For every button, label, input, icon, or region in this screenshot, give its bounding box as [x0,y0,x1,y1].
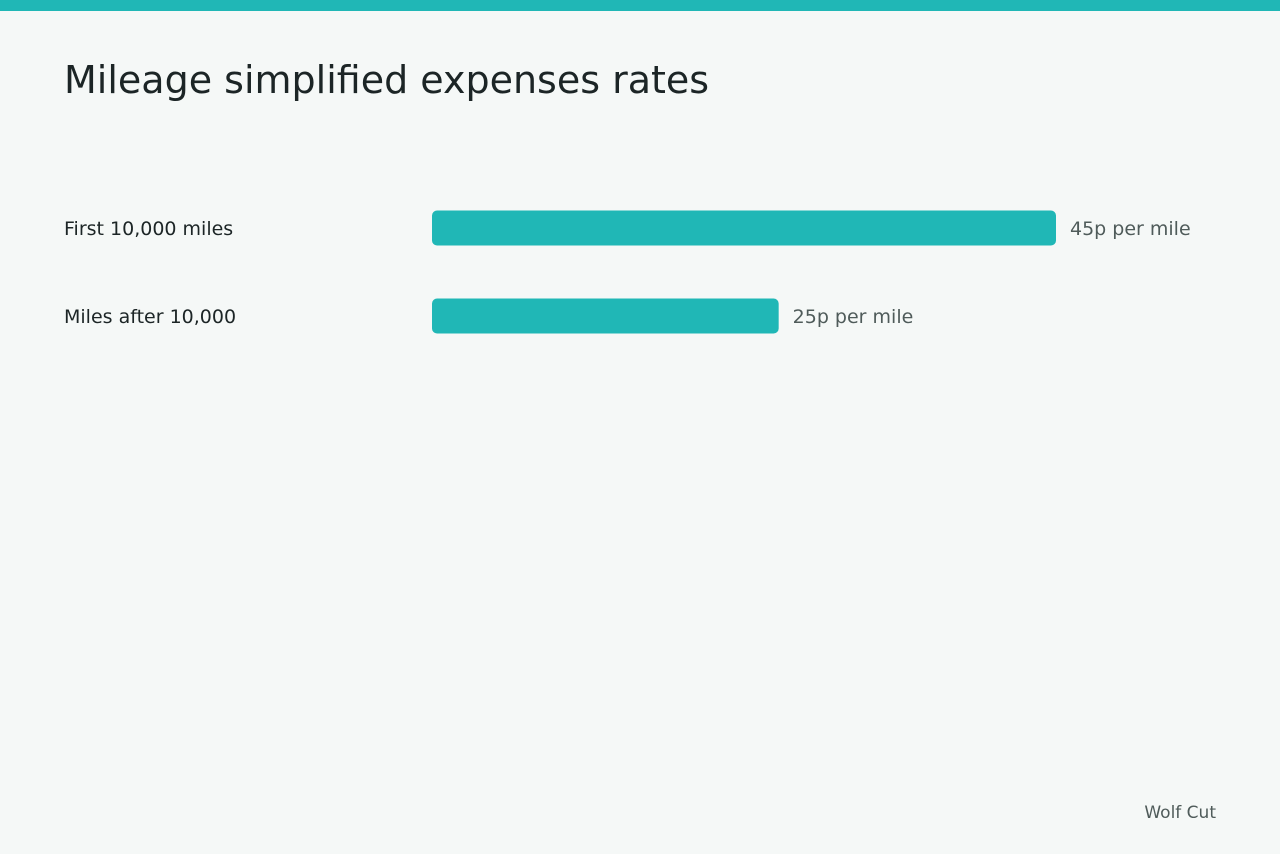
category-label: Miles after 10,000 [64,306,236,328]
bar-value-label: 25p per mile [793,306,914,328]
bar [432,298,779,334]
category-label: First 10,000 miles [64,218,233,240]
accent-top-bar [0,0,1280,11]
chart-title: Mileage simplified expenses rates [64,58,710,102]
bar-value-label: 45p per mile [1070,218,1191,240]
bar [432,210,1056,246]
source-credit: Wolf Cut [1144,803,1216,823]
